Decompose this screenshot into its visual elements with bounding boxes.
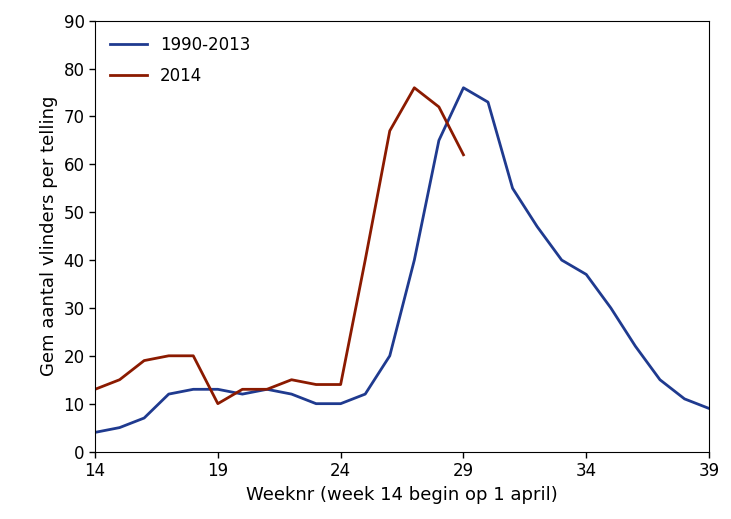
1990-2013 (311, 401, 320, 407)
2014 (459, 152, 468, 158)
1990-2013 (607, 305, 616, 311)
2014 (140, 358, 148, 364)
1990-2013 (508, 185, 517, 192)
2014 (410, 85, 419, 91)
2014 (238, 386, 247, 392)
1990-2013 (91, 429, 99, 435)
Line: 2014: 2014 (95, 88, 463, 404)
1990-2013 (164, 391, 173, 397)
2014 (189, 353, 197, 359)
Line: 1990-2013: 1990-2013 (95, 88, 709, 432)
2014 (287, 377, 296, 383)
2014 (361, 257, 370, 263)
2014 (434, 104, 443, 110)
1990-2013 (459, 85, 468, 91)
1990-2013 (115, 425, 124, 431)
X-axis label: Weeknr (week 14 begin op 1 april): Weeknr (week 14 begin op 1 april) (246, 485, 558, 503)
1990-2013 (533, 224, 542, 230)
1990-2013 (189, 386, 197, 392)
1990-2013 (582, 271, 591, 278)
1990-2013 (410, 257, 419, 263)
1990-2013 (434, 138, 443, 144)
1990-2013 (705, 405, 713, 412)
2014 (311, 381, 320, 388)
1990-2013 (631, 343, 640, 349)
1990-2013 (484, 99, 493, 105)
1990-2013 (140, 415, 148, 421)
2014 (262, 386, 271, 392)
1990-2013 (361, 391, 370, 397)
2014 (91, 386, 99, 392)
1990-2013 (557, 257, 566, 263)
1990-2013 (213, 386, 222, 392)
1990-2013 (238, 391, 247, 397)
1990-2013 (680, 396, 689, 402)
2014 (336, 381, 345, 388)
2014 (164, 353, 173, 359)
2014 (115, 377, 124, 383)
1990-2013 (262, 386, 271, 392)
2014 (385, 128, 394, 134)
1990-2013 (385, 353, 394, 359)
1990-2013 (287, 391, 296, 397)
Legend: 1990-2013, 2014: 1990-2013, 2014 (103, 29, 257, 92)
2014 (213, 401, 222, 407)
1990-2013 (656, 377, 664, 383)
1990-2013 (336, 401, 345, 407)
Y-axis label: Gem aantal vlinders per telling: Gem aantal vlinders per telling (40, 96, 58, 376)
